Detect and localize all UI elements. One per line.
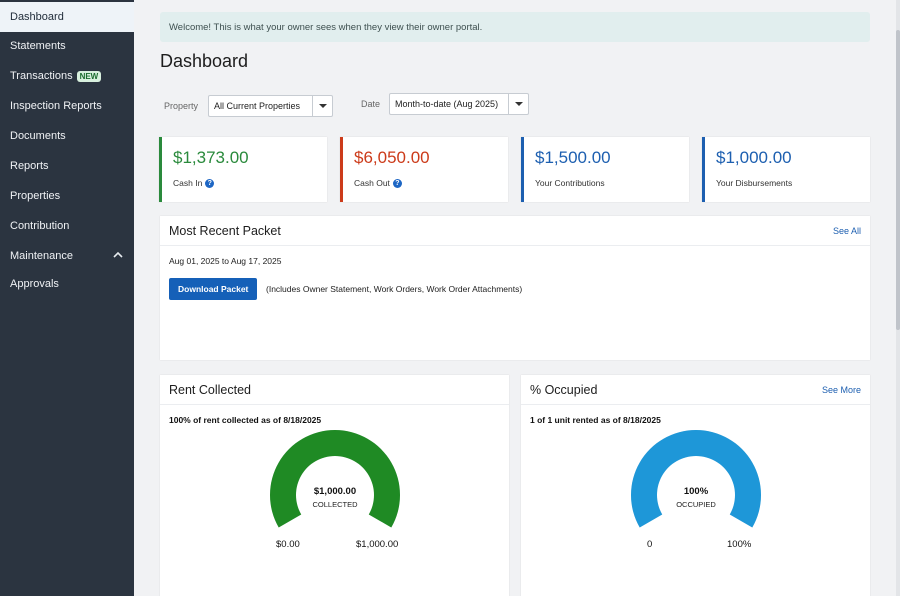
chevron-down-icon[interactable] [508,94,528,114]
card-header: % Occupied See More [521,375,870,405]
cash-out-value: $6,050.00 [354,148,430,167]
disbursements-value: $1,000.00 [716,148,792,167]
chevron-up-icon[interactable] [112,249,124,261]
disbursements-label: Your Disbursements [716,178,793,188]
occupied-gauge [631,430,761,528]
date-select-value: Month-to-date (Aug 2025) [395,99,499,109]
cash-out-label: Cash Out? [354,178,402,188]
occupied-gauge-label: OCCUPIED [676,500,716,509]
sidebar-item-inspection-reports[interactable]: Inspection Reports [0,91,134,121]
stat-card-disbursements: $1,000.00 Your Disbursements [702,137,870,202]
rent-gauge [270,430,400,528]
property-filter-label: Property [164,101,199,111]
sidebar-item-reports[interactable]: Reports [0,151,134,181]
date-filter-label: Date [361,99,381,109]
gauge-fill [631,430,761,528]
see-all-link[interactable]: See All [832,226,861,236]
sidebar-item-label: Documents [10,130,66,142]
rent-gauge-label: COLLECTED [312,500,358,509]
contributions-value: $1,500.00 [535,148,611,167]
main-content: Welcome! This is what your owner sees wh… [134,0,900,596]
chevron-down-icon[interactable] [312,96,332,116]
packet-note: (Includes Owner Statement, Work Orders, … [266,284,523,294]
packet-date-range: Aug 01, 2025 to Aug 17, 2025 [169,256,282,266]
see-more-link[interactable]: See More [821,385,861,395]
sidebar: Dashboard Statements Transactions NEW In… [0,0,134,596]
sidebar-item-statements[interactable]: Statements [0,31,134,61]
cash-in-label: Cash In? [173,178,215,188]
property-select[interactable]: All Current Properties [208,95,333,117]
sidebar-item-label: Contribution [10,220,70,232]
sidebar-item-properties[interactable]: Properties [0,181,134,211]
date-select[interactable]: Month-to-date (Aug 2025) [389,93,529,115]
stat-card-cash-out: $6,050.00 Cash Out? [340,137,508,202]
rent-gauge-min: $0.00 [276,539,300,550]
sidebar-item-label: Reports [10,160,49,172]
sidebar-item-dashboard[interactable]: Dashboard [0,2,134,32]
sidebar-item-label: Dashboard [10,11,64,23]
help-icon[interactable]: ? [392,178,402,188]
card-title: Rent Collected [169,383,251,397]
card-title: % Occupied [530,383,598,397]
rent-gauge-value: $1,000.00 [313,486,357,497]
cash-out-label-text: Cash Out [354,178,390,188]
welcome-banner: Welcome! This is what your owner sees wh… [160,12,870,42]
sidebar-item-label: Transactions [10,70,73,82]
sidebar-item-transactions[interactable]: Transactions NEW [0,61,134,91]
stat-card-contributions: $1,500.00 Your Contributions [521,137,689,202]
property-select-value: All Current Properties [214,101,301,111]
card-header: Rent Collected [160,375,509,405]
occupied-card: % Occupied See More 1 of 1 unit rented a… [521,375,870,596]
occupied-gauge-value: 100% [683,486,709,497]
download-packet-button[interactable]: Download Packet [169,278,258,300]
sidebar-item-approvals[interactable]: Approvals [0,269,134,299]
occupied-gauge-max: 100% [727,539,752,550]
recent-packet-card: Most Recent Packet See All Aug 01, 2025 … [160,216,870,360]
rent-collected-card: Rent Collected 100% of rent collected as… [160,375,509,596]
sidebar-item-documents[interactable]: Documents [0,121,134,151]
occupied-gauge-min: 0 [647,539,653,550]
card-header: Most Recent Packet See All [160,216,870,246]
sidebar-item-contribution[interactable]: Contribution [0,211,134,241]
card-title: Most Recent Packet [169,224,281,238]
sidebar-item-label: Properties [10,190,61,202]
cash-in-label-text: Cash In [173,178,203,188]
sidebar-item-maintenance[interactable]: Maintenance [0,241,134,271]
scrollbar[interactable] [896,0,900,596]
occupied-caption: 1 of 1 unit rented as of 8/18/2025 [530,415,661,425]
gauge-fill [270,430,400,528]
rent-caption: 100% of rent collected as of 8/18/2025 [169,415,322,425]
scrollbar-thumb[interactable] [896,30,900,330]
page-title: Dashboard [160,51,249,71]
new-badge: NEW [76,70,102,82]
sidebar-item-label: Inspection Reports [10,100,102,112]
cash-in-value: $1,373.00 [173,148,249,167]
sidebar-item-label: Approvals [10,278,59,290]
sidebar-item-label: Statements [10,40,66,52]
sidebar-item-label: Maintenance [10,250,73,262]
help-icon[interactable]: ? [205,178,215,188]
contributions-label: Your Contributions [535,178,605,188]
stat-card-cash-in: $1,373.00 Cash In? [159,137,327,202]
rent-gauge-max: $1,000.00 [356,539,399,550]
